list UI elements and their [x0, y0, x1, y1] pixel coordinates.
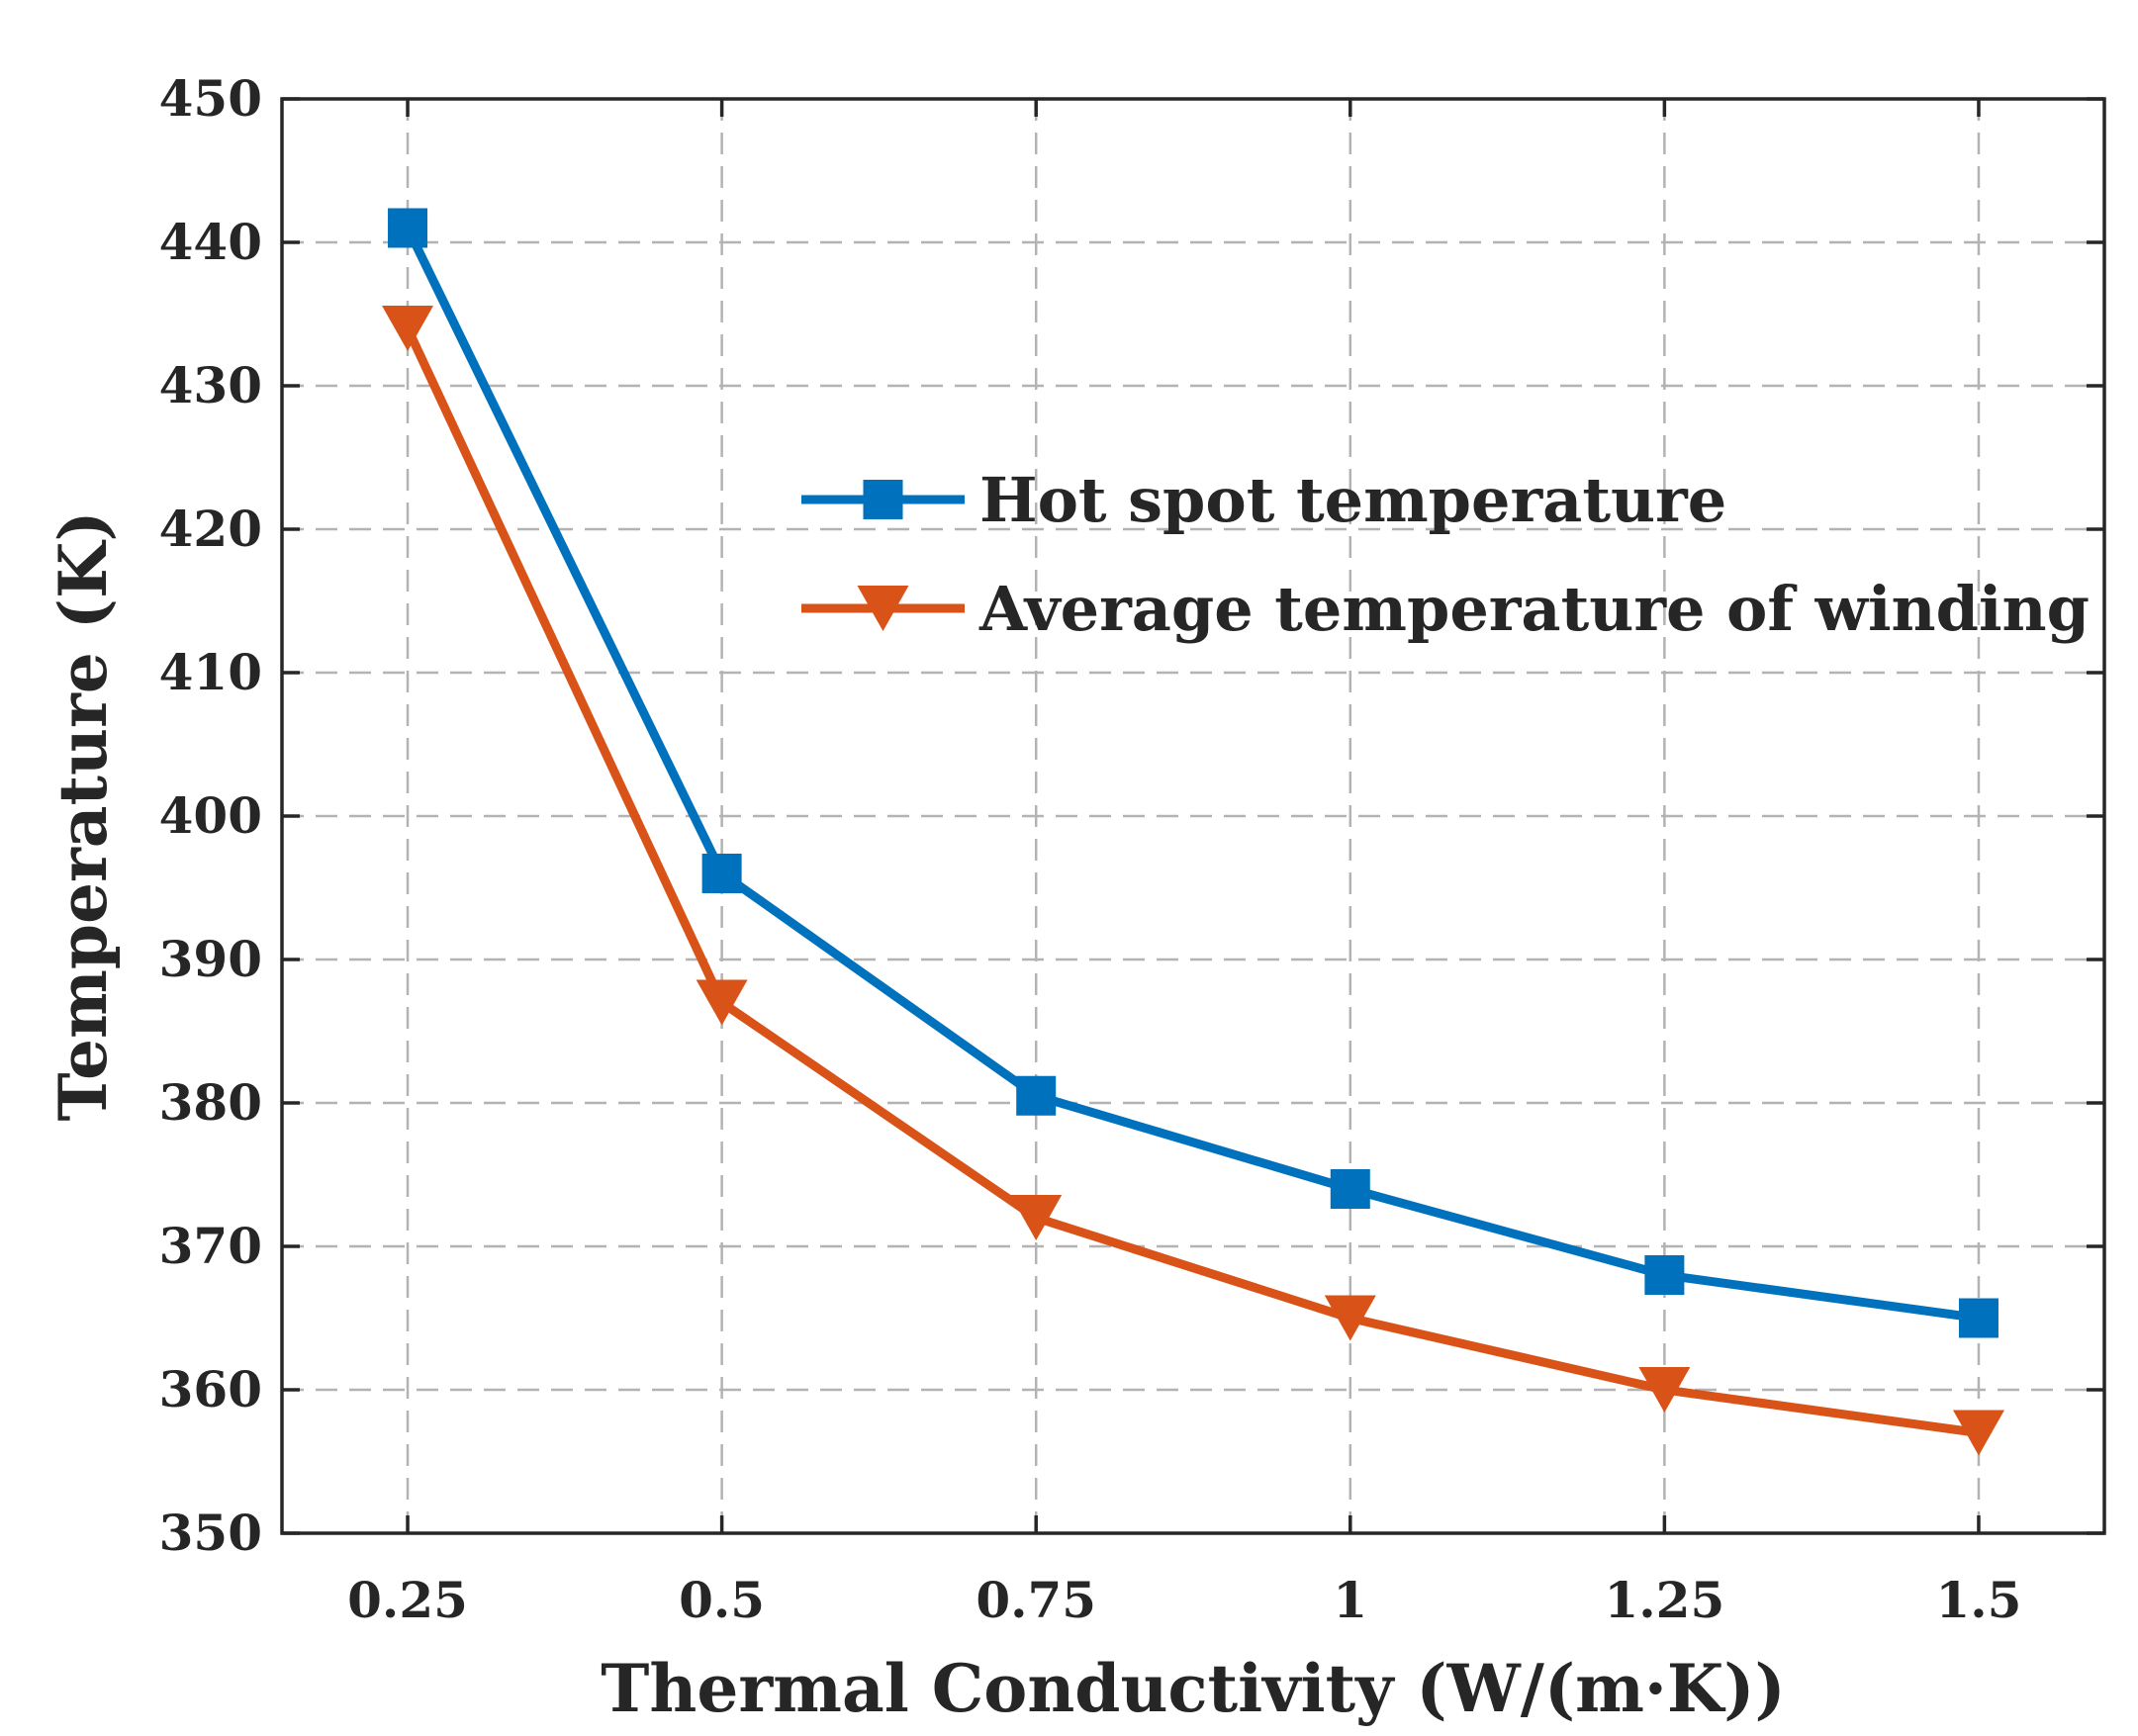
x-tick-label: 1.5 — [1935, 1571, 2021, 1629]
data-point — [701, 854, 742, 893]
y-tick-label: 380 — [159, 1073, 262, 1132]
data-point — [1324, 1295, 1376, 1341]
y-tick-label: 420 — [159, 500, 262, 558]
data-point — [1016, 1075, 1057, 1116]
data-point — [1010, 1195, 1063, 1240]
legend-label: Hot spot temperature — [979, 464, 1726, 536]
legend-marker — [857, 586, 909, 631]
y-tick-label: 350 — [159, 1504, 262, 1562]
x-tick-label: 0.5 — [679, 1571, 765, 1629]
data-point — [1958, 1298, 1999, 1338]
data-point — [1952, 1410, 2004, 1456]
x-axis-title: Thermal Conductivity (W/(m·K)) — [601, 1650, 1785, 1727]
y-tick-label: 400 — [159, 786, 262, 845]
x-tick-label: 0.75 — [976, 1571, 1096, 1629]
series-2 — [382, 306, 2004, 1456]
data-point — [382, 306, 434, 351]
data-point — [696, 979, 748, 1026]
legend-entry-1: Hot spot temperature — [801, 464, 1726, 536]
y-tick-label: 390 — [159, 930, 262, 988]
series-line — [403, 226, 1980, 1323]
legend: Hot spot temperature Average temperature … — [801, 464, 2090, 645]
legend-marker — [863, 480, 903, 519]
y-axis-title: Temperature (K) — [45, 510, 122, 1121]
x-tick-label: 1 — [1333, 1571, 1367, 1629]
legend-label: Average temperature of winding — [978, 573, 2090, 645]
y-tick-label: 370 — [159, 1217, 262, 1275]
series-line — [403, 326, 1980, 1437]
y-tick-label: 430 — [159, 356, 262, 414]
legend-entry-2: Average temperature of winding — [801, 573, 2090, 645]
data-point — [388, 208, 428, 248]
x-tick-label: 0.25 — [347, 1571, 468, 1629]
y-tick-label: 360 — [159, 1360, 262, 1418]
y-tick-label: 410 — [159, 643, 262, 701]
data-point — [1638, 1367, 1691, 1413]
y-tick-label: 440 — [159, 213, 262, 271]
data-point — [1330, 1169, 1370, 1209]
y-tick-label: 450 — [159, 69, 262, 128]
series-1 — [388, 208, 1999, 1338]
x-tick-label: 1.25 — [1604, 1571, 1724, 1629]
data-point — [1644, 1255, 1685, 1295]
ticks: 350 360 370 380 390 400 410 420 430 440 450 0.25 0.5… — [159, 69, 2104, 1629]
series-layer — [382, 208, 2004, 1456]
